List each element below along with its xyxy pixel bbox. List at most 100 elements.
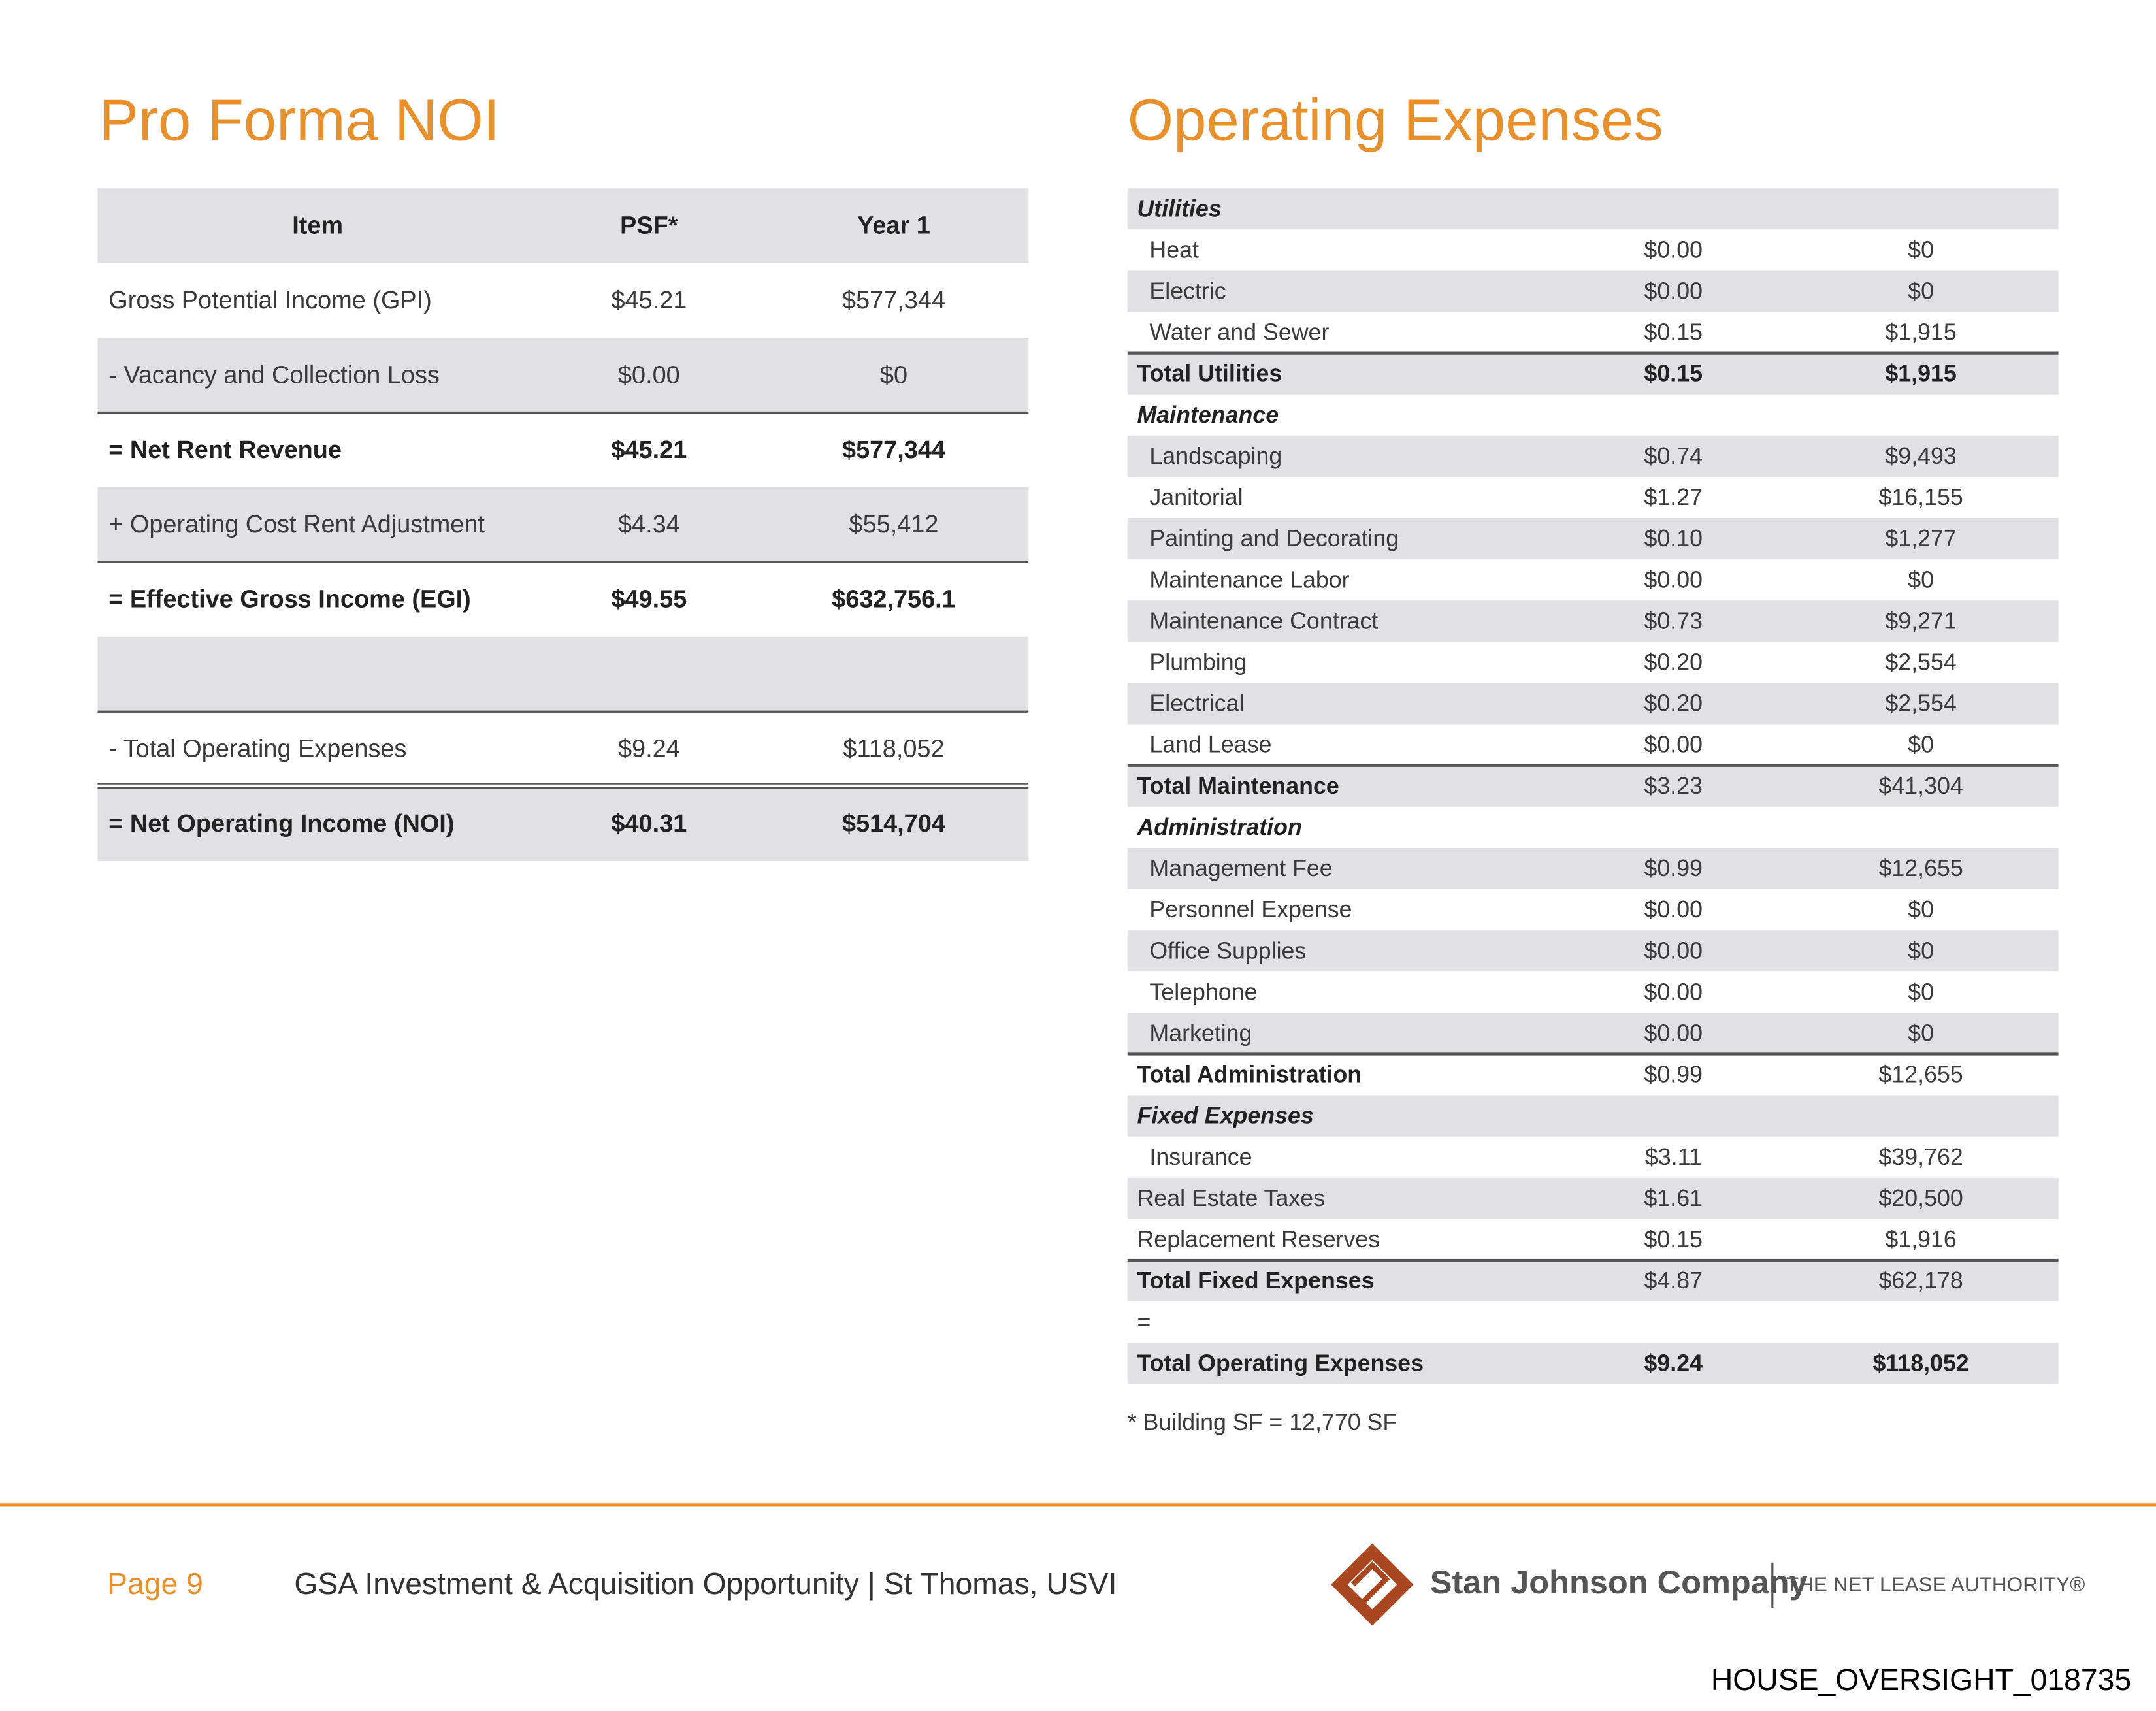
cell: $0.73 [1644, 608, 1703, 634]
cell: $0.00 [618, 361, 680, 389]
cell: $0 [1908, 278, 1934, 304]
row-label: Land Lease [1149, 732, 1271, 758]
page-number: Page 9 [107, 1567, 203, 1601]
row-label: Plumbing [1149, 649, 1247, 676]
row-label: + Operating Cost Rent Adjustment [108, 511, 485, 538]
row-label: Heat [1149, 236, 1199, 263]
row-label: Real Estate Taxes [1137, 1185, 1325, 1211]
row-bg [1127, 518, 2059, 560]
row-label: Telephone [1149, 979, 1257, 1005]
cell: $20,500 [1878, 1185, 1963, 1211]
row-bg [1127, 270, 2059, 312]
bates-number: HOUSE_OVERSIGHT_018735 [1711, 1663, 2131, 1697]
row-label: Utilities [1137, 195, 1221, 221]
cell: $2,554 [1885, 649, 1956, 676]
cell: $4.34 [618, 511, 680, 538]
cell: $0.00 [1644, 1020, 1703, 1046]
cell: $118,052 [1873, 1350, 1969, 1376]
cell: $0.74 [1644, 443, 1703, 469]
row-bg [97, 786, 1029, 862]
row-bg [1127, 847, 2059, 890]
row-bg [1127, 683, 2059, 725]
cell: $55,412 [849, 511, 939, 538]
column-header: Year 1 [857, 212, 930, 240]
cell: $0 [1908, 937, 1934, 964]
tagline: THE NET LEASE AUTHORITY® [1786, 1572, 2085, 1596]
cell: $0 [1908, 236, 1934, 263]
cell: $16,155 [1878, 484, 1963, 510]
row-label: - Vacancy and Collection Loss [108, 361, 440, 389]
row-bg [1127, 1343, 2059, 1384]
cell: $0 [1908, 566, 1934, 593]
row-label: Replacement Reserves [1137, 1226, 1380, 1252]
column-header: PSF* [620, 212, 678, 240]
row-label: Electric [1149, 278, 1226, 304]
cell: $0.00 [1644, 236, 1703, 263]
row-bg [1127, 1095, 2059, 1137]
footer-title: GSA Investment & Acquisition Opportunity… [294, 1567, 1117, 1601]
cell: $0.00 [1644, 566, 1703, 593]
row-label: - Total Operating Expenses [108, 736, 406, 763]
right-title: Operating Expenses [1128, 88, 1663, 154]
row-bg [1127, 435, 2059, 477]
cell: $4.87 [1644, 1267, 1703, 1294]
row-label: Personnel Expense [1149, 896, 1352, 922]
cell: $3.23 [1644, 773, 1703, 799]
row-label: Maintenance Contract [1149, 608, 1378, 634]
row-label: Maintenance [1137, 402, 1279, 428]
row-label: Administration [1136, 814, 1301, 840]
cell: $0.20 [1644, 691, 1703, 717]
row-label: = Effective Gross Income (EGI) [108, 586, 471, 613]
header-bg [97, 188, 1029, 263]
cell: $0.00 [1644, 979, 1703, 1005]
row-label: Water and Sewer [1149, 319, 1329, 346]
cell: $632,756.1 [832, 586, 956, 613]
cell: $0.15 [1644, 361, 1703, 387]
row-label: Landscaping [1149, 443, 1282, 469]
cell: $40.31 [611, 810, 687, 838]
cell: $45.21 [611, 436, 687, 464]
cell: $1,277 [1885, 525, 1956, 551]
row-bg [97, 338, 1029, 413]
row-label: = [1137, 1309, 1151, 1335]
cell: $118,052 [843, 736, 944, 763]
cell: $12,655 [1878, 1062, 1963, 1088]
row-label: Total Utilities [1137, 361, 1282, 387]
cell: $0.99 [1644, 855, 1703, 881]
row-label: Electrical [1149, 691, 1244, 717]
row-bg [1127, 1013, 2059, 1054]
cell: $2,554 [1885, 691, 1956, 717]
cell: $1,915 [1885, 319, 1956, 346]
cell: $0 [1908, 732, 1934, 758]
cell: $45.21 [611, 287, 687, 314]
row-bg [1127, 765, 2059, 807]
row-label: Gross Potential Income (GPI) [108, 287, 432, 314]
cell: $0.99 [1644, 1062, 1703, 1088]
cell: $514,704 [842, 810, 945, 838]
row-label: Total Fixed Expenses [1137, 1267, 1374, 1294]
cell: $0.10 [1644, 525, 1703, 551]
cell: $577,344 [842, 287, 945, 314]
row-label: = Net Operating Income (NOI) [108, 810, 454, 838]
cell: $41,304 [1878, 773, 1963, 799]
blank-row [97, 636, 1029, 712]
cell: $0 [1908, 979, 1934, 1005]
row-bg [1127, 600, 2059, 642]
cell: $0.00 [1644, 732, 1703, 758]
row-label: Marketing [1149, 1020, 1252, 1046]
cell: $0 [1908, 1020, 1934, 1046]
row-label: Janitorial [1149, 484, 1243, 510]
cell: $9,493 [1885, 443, 1956, 469]
left-title: Pro Forma NOI [99, 88, 500, 154]
cell: $0.00 [1644, 278, 1703, 304]
cell: $0 [1908, 896, 1934, 922]
cell: $3.11 [1645, 1144, 1702, 1170]
cell: $9.24 [618, 736, 680, 763]
company-name: Stan Johnson Company [1430, 1563, 1808, 1601]
row-bg [1127, 930, 2059, 972]
row-bg [1127, 1260, 2059, 1302]
row-label: = Net Rent Revenue [108, 436, 342, 464]
cell: $0.00 [1644, 896, 1703, 922]
row-label: Insurance [1149, 1144, 1252, 1170]
cell: $0 [880, 361, 907, 389]
